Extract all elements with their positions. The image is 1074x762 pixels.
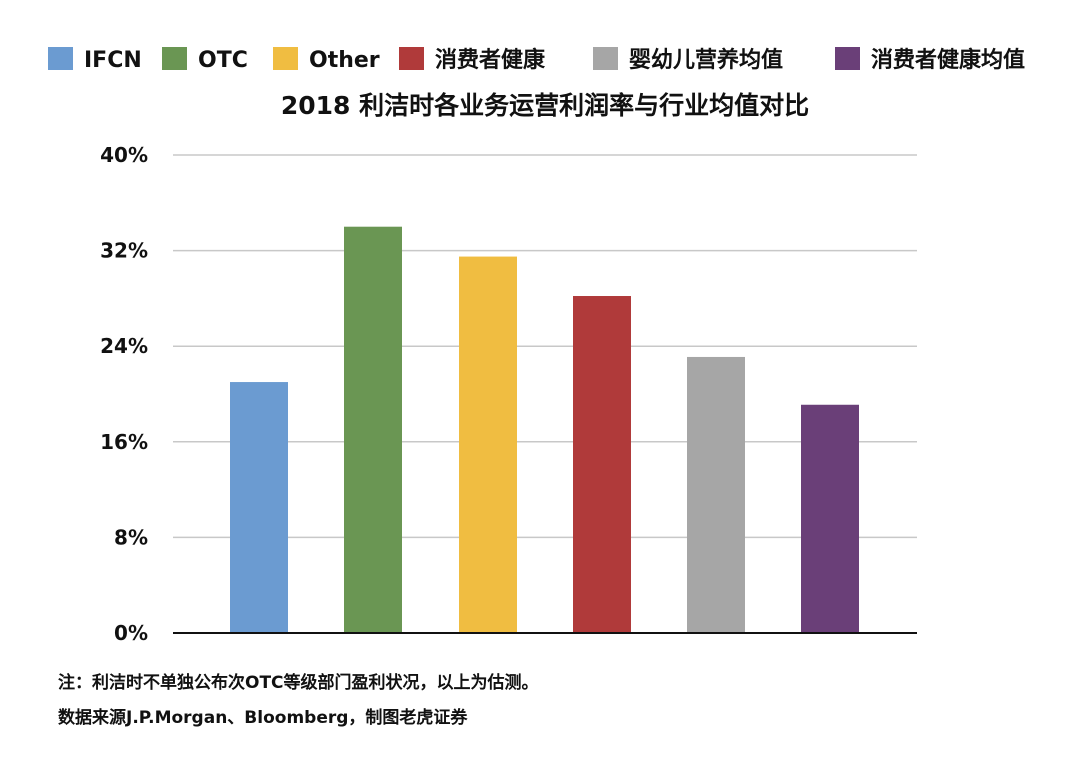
y-tick-label: 8% — [114, 525, 148, 549]
legend-swatch — [48, 47, 73, 70]
y-tick-label: 16% — [100, 430, 148, 454]
legend-label: 婴幼儿营养均值 — [629, 47, 783, 73]
y-tick-label: 0% — [114, 621, 148, 645]
y-tick-label: 40% — [100, 143, 148, 167]
legend-label: Other — [309, 48, 380, 73]
legend-label: OTC — [198, 48, 248, 73]
y-axis-ticks: 0% 8% 16% 24% 32% 40% — [100, 143, 148, 645]
chart-title: 2018 利洁时各业务运营利润率与行业均值对比 — [281, 91, 809, 120]
bar-4 — [573, 296, 631, 633]
legend-swatch — [162, 47, 187, 70]
legend-label: 消费者健康 — [435, 47, 546, 73]
y-tick-label: 32% — [100, 239, 148, 263]
legend-swatch — [273, 47, 298, 70]
bar-5 — [687, 356, 745, 633]
bar-1 — [230, 382, 288, 633]
note-line-2: 数据来源J.P.Morgan、Bloomberg，制图老虎证券 — [58, 707, 468, 728]
legend-swatch — [835, 47, 860, 70]
gridlines — [173, 154, 917, 539]
note-line-1: 注：利洁时不单独公布次OTC等级部门盈利状况，以上为估测。 — [58, 672, 539, 693]
legend-label: 消费者健康均值 — [871, 47, 1025, 73]
legend-swatch — [399, 47, 424, 70]
legend-label: IFCN — [84, 48, 142, 73]
legend-swatch — [593, 47, 618, 70]
chart-legend: IFCN OTC Other 消费者健康 婴幼儿营养均值 消费者健康均值 — [48, 47, 1025, 73]
bar-2 — [344, 226, 402, 633]
y-tick-label: 24% — [100, 334, 148, 358]
bar-3 — [459, 256, 517, 633]
bars — [230, 226, 859, 633]
bar-6 — [801, 404, 859, 633]
